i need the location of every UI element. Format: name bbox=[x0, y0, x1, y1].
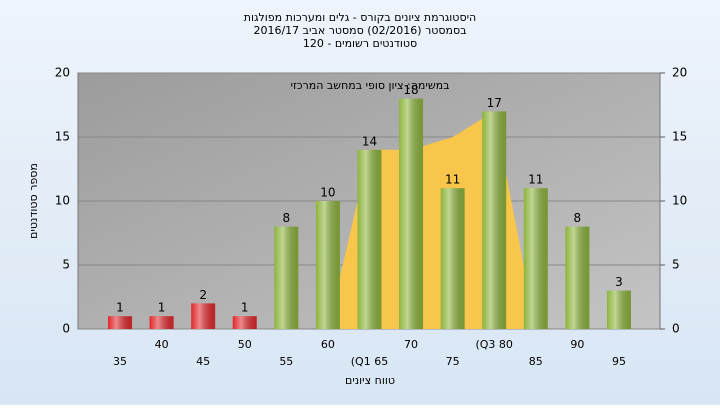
y-tick-label: 15 bbox=[55, 130, 70, 144]
value-label: 18 bbox=[403, 83, 418, 97]
value-label: 17 bbox=[487, 96, 502, 110]
chart-subtitle: סטודנטים רשומים - 120 bbox=[303, 37, 417, 50]
value-label: 1 bbox=[116, 301, 124, 315]
bar-shine bbox=[274, 226, 299, 329]
bar-shine bbox=[606, 290, 631, 329]
value-label: 1 bbox=[158, 301, 166, 315]
value-label: 1 bbox=[241, 301, 249, 315]
value-label: 3 bbox=[615, 275, 623, 289]
annotation: במשימה: ציון סופי במחשב המרכזי bbox=[290, 79, 449, 92]
x-tick-label: 45 bbox=[196, 355, 210, 368]
bar-shine bbox=[232, 316, 257, 329]
bar-shine bbox=[440, 188, 465, 329]
x-tick-label: 90 bbox=[570, 338, 584, 351]
x-tick-label: 60 bbox=[321, 338, 335, 351]
y-axis-label: מספר סטודנטים bbox=[27, 163, 40, 239]
value-label: 8 bbox=[574, 211, 582, 225]
value-label: 10 bbox=[320, 186, 335, 200]
x-tick-label: 35 bbox=[113, 355, 127, 368]
x-tick-label: 95 bbox=[612, 355, 626, 368]
x-tick-label: 40 bbox=[155, 338, 169, 351]
y2-tick-label: 0 bbox=[672, 322, 680, 336]
bar-shine bbox=[482, 111, 507, 330]
y-tick-label: 5 bbox=[62, 258, 70, 272]
plot-layer: 0 5 10 15 20 0 5 10 15 20 35 1 40 1 45 2 50 1 55 8 60 10 (Q1 6… bbox=[55, 66, 688, 369]
x-tick-label: 50 bbox=[238, 338, 252, 351]
y-tick-label: 20 bbox=[55, 66, 70, 80]
x-tick-label: 55 bbox=[279, 355, 293, 368]
value-label: 11 bbox=[445, 173, 460, 187]
x-tick-label: 70 bbox=[404, 338, 418, 351]
value-label: 8 bbox=[282, 211, 290, 225]
value-label: 14 bbox=[362, 134, 377, 148]
y2-tick-label: 5 bbox=[672, 258, 680, 272]
y2-tick-label: 15 bbox=[672, 130, 687, 144]
y2-tick-label: 20 bbox=[672, 66, 687, 80]
bar-shine bbox=[523, 188, 548, 329]
value-label: 11 bbox=[528, 173, 543, 187]
x-tick-label: 85 bbox=[529, 355, 543, 368]
bar-shine bbox=[191, 303, 216, 329]
chart-title: היסטוגרמת ציונים בקורס - גלים ומערכות מפ… bbox=[244, 11, 476, 24]
y2-tick-label: 10 bbox=[672, 194, 687, 208]
bar-shine bbox=[149, 316, 174, 329]
chart-subtitle: בסמסטר (02/2016) סמסטר אביב 2016/17 bbox=[253, 24, 466, 37]
y-tick-label: 10 bbox=[55, 194, 70, 208]
bar-shine bbox=[108, 316, 132, 329]
bar-shine bbox=[315, 201, 340, 329]
x-tick-label: (Q1 65 bbox=[351, 355, 388, 368]
value-label: 2 bbox=[199, 288, 207, 302]
bar-shine bbox=[399, 98, 424, 329]
x-axis-label: טווח ציונים bbox=[345, 374, 395, 387]
y-tick-label: 0 bbox=[62, 322, 70, 336]
bar-shine bbox=[565, 226, 590, 329]
x-tick-label: (Q3 80 bbox=[475, 338, 512, 351]
x-tick-label: 75 bbox=[446, 355, 460, 368]
bar-shine bbox=[357, 149, 382, 329]
